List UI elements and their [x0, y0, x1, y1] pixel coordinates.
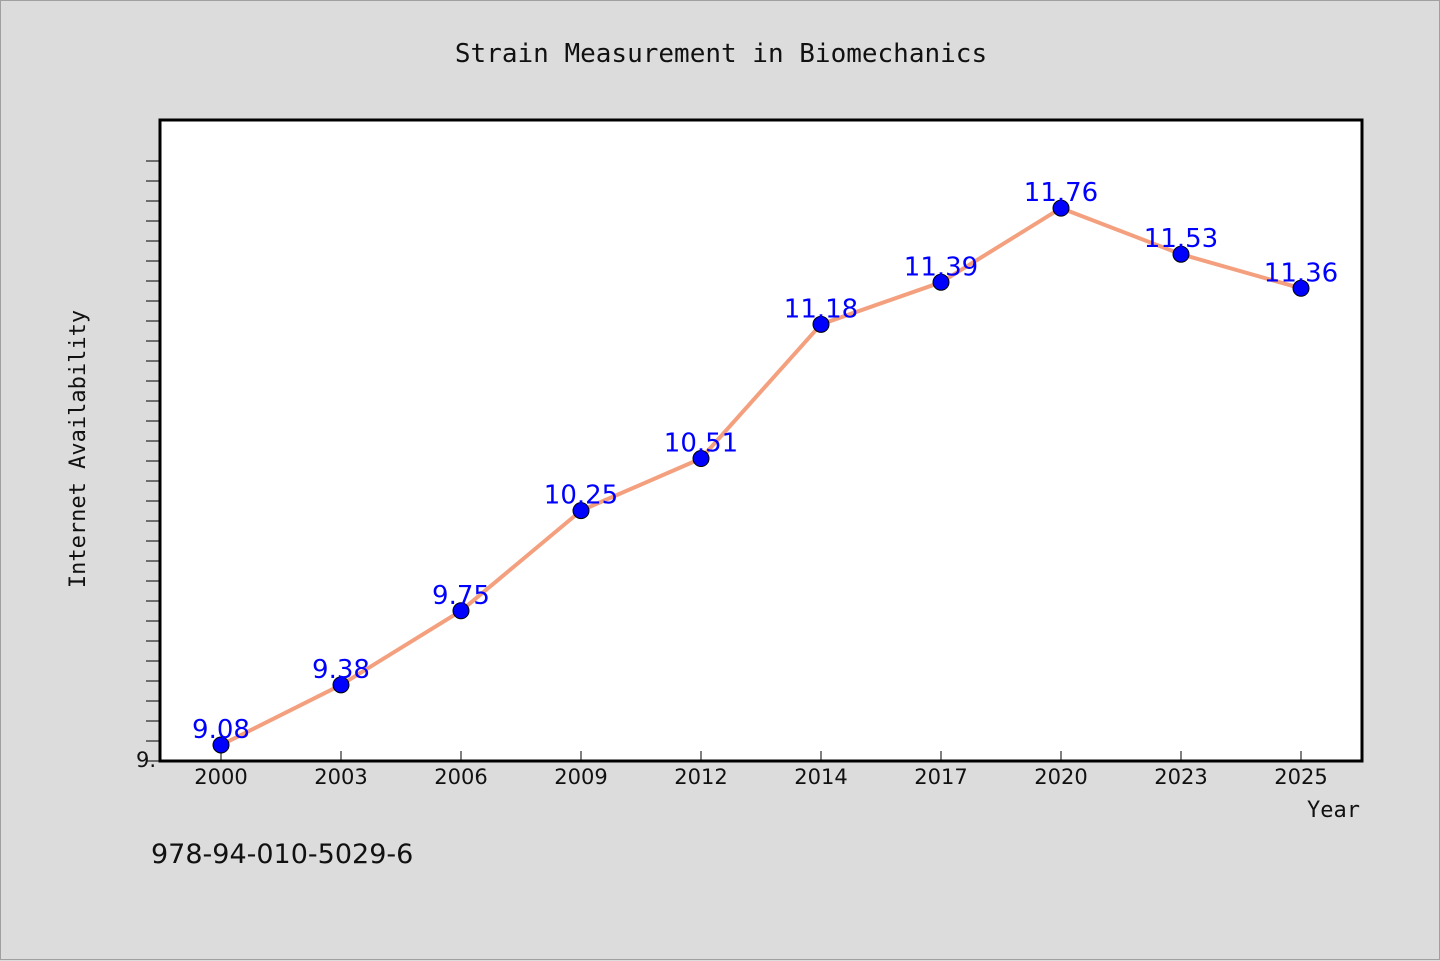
- x-tick-label: 2000: [194, 765, 247, 789]
- series-line: [220, 206, 1302, 747]
- data-label: 9.08: [192, 715, 250, 745]
- isbn-code: 978-94-010-5029-6: [151, 839, 413, 870]
- data-point: [692, 450, 710, 468]
- data-label: 10.51: [664, 429, 738, 459]
- data-point: [572, 502, 590, 520]
- data-label: 11.36: [1264, 258, 1338, 288]
- x-tick-label: 2025: [1274, 765, 1327, 789]
- data-point: [212, 736, 230, 754]
- data-label: 11.39: [904, 252, 978, 282]
- data-label: 9.38: [312, 655, 370, 685]
- x-axis-label: Year: [1307, 798, 1360, 823]
- x-tick-label: 2014: [794, 765, 847, 789]
- data-point: [452, 602, 470, 620]
- data-label: 9.75: [432, 581, 490, 611]
- data-label: 11.18: [784, 294, 858, 324]
- data-point: [812, 315, 830, 333]
- data-point: [1172, 245, 1190, 263]
- plot-area: [158, 118, 1364, 763]
- x-tick-label: 2009: [554, 765, 607, 789]
- x-tick-label: 2006: [434, 765, 487, 789]
- y-axis-ticks: [146, 160, 160, 762]
- data-point: [932, 273, 950, 291]
- x-tick-label: 2003: [314, 765, 367, 789]
- data-label: 11.53: [1144, 224, 1218, 254]
- x-tick-label: 2012: [674, 765, 727, 789]
- data-label: 11.76: [1024, 178, 1098, 208]
- y-tick-label: 9.: [136, 748, 156, 772]
- x-tick-label: 2023: [1154, 765, 1207, 789]
- data-point: [1052, 199, 1070, 217]
- x-axis-ticks: 2000 2003 2006 2009 2012 2014 2017 2020 2023 2025: [194, 751, 1328, 789]
- x-tick-label: 2020: [1034, 765, 1087, 789]
- x-tick-label: 2017: [914, 765, 967, 789]
- data-point: [332, 676, 350, 694]
- data-label: 10.25: [544, 481, 618, 511]
- chart-title: Strain Measurement in Biomechanics: [455, 39, 987, 69]
- series-markers: [212, 199, 1310, 754]
- data-point: [1292, 279, 1310, 297]
- y-axis-label: Internet Availability: [66, 310, 91, 588]
- data-labels: 9.08 9.38 9.75 10.25 10.51 11.18 11.39 11.76 11.…: [192, 178, 1338, 745]
